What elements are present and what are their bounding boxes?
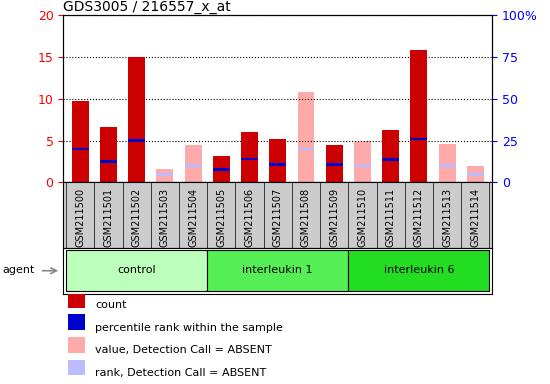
- Bar: [68, 359, 85, 376]
- Text: GSM211506: GSM211506: [245, 188, 255, 247]
- Text: GSM211507: GSM211507: [273, 188, 283, 247]
- Bar: [438, 144, 455, 182]
- Text: GSM211512: GSM211512: [414, 188, 424, 247]
- Bar: [207, 250, 348, 291]
- Bar: [68, 314, 85, 330]
- Text: GSM211500: GSM211500: [75, 188, 85, 247]
- Bar: [66, 250, 207, 291]
- Bar: [382, 158, 399, 161]
- Text: interleukin 1: interleukin 1: [243, 265, 313, 275]
- Bar: [467, 172, 484, 175]
- Bar: [270, 164, 286, 166]
- Text: GSM211503: GSM211503: [160, 188, 170, 247]
- Text: rank, Detection Call = ABSENT: rank, Detection Call = ABSENT: [96, 368, 267, 378]
- Bar: [298, 92, 315, 182]
- Text: GSM211509: GSM211509: [329, 188, 339, 247]
- Bar: [354, 164, 371, 167]
- Text: GSM211504: GSM211504: [188, 188, 198, 247]
- Bar: [382, 130, 399, 182]
- Bar: [354, 141, 371, 182]
- Text: GSM211510: GSM211510: [358, 188, 367, 247]
- Bar: [128, 57, 145, 182]
- Text: GSM211508: GSM211508: [301, 188, 311, 247]
- Bar: [410, 50, 427, 182]
- Text: count: count: [96, 300, 127, 310]
- Bar: [185, 145, 201, 182]
- Bar: [68, 337, 85, 353]
- Bar: [298, 147, 315, 151]
- Text: GSM211501: GSM211501: [103, 188, 113, 247]
- Bar: [438, 164, 455, 167]
- Bar: [128, 139, 145, 142]
- Bar: [156, 172, 173, 175]
- Text: value, Detection Call = ABSENT: value, Detection Call = ABSENT: [96, 345, 272, 355]
- Bar: [270, 139, 286, 182]
- Text: control: control: [117, 265, 156, 275]
- Bar: [100, 160, 117, 163]
- Bar: [241, 157, 258, 161]
- Bar: [72, 147, 89, 151]
- Text: GSM211514: GSM211514: [470, 188, 480, 247]
- Text: GDS3005 / 216557_x_at: GDS3005 / 216557_x_at: [63, 0, 231, 14]
- Bar: [241, 132, 258, 182]
- Bar: [156, 169, 173, 182]
- Bar: [326, 145, 343, 182]
- Text: percentile rank within the sample: percentile rank within the sample: [96, 323, 283, 333]
- Bar: [348, 250, 490, 291]
- Text: interleukin 6: interleukin 6: [383, 265, 454, 275]
- Bar: [326, 164, 343, 166]
- Text: GSM211502: GSM211502: [131, 188, 142, 247]
- Bar: [213, 169, 230, 171]
- Bar: [185, 164, 201, 167]
- Bar: [410, 137, 427, 141]
- Bar: [100, 127, 117, 182]
- Text: GSM211505: GSM211505: [216, 188, 226, 247]
- Text: GSM211511: GSM211511: [386, 188, 395, 247]
- Bar: [213, 156, 230, 182]
- Bar: [68, 292, 85, 308]
- Bar: [72, 101, 89, 182]
- Bar: [467, 166, 484, 182]
- Text: GSM211513: GSM211513: [442, 188, 452, 247]
- Text: agent: agent: [3, 265, 35, 275]
